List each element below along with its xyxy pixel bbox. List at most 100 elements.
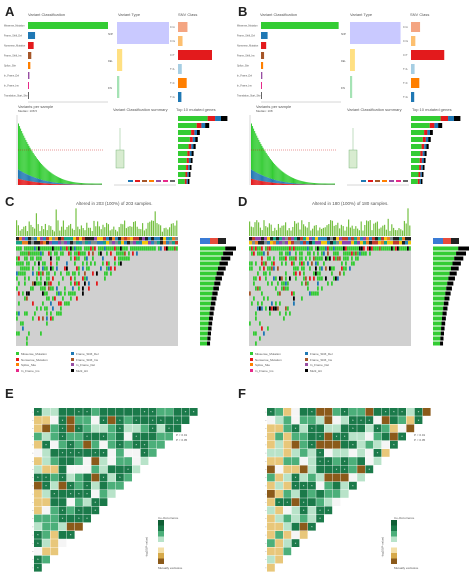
a-vps-bar-del <box>39 179 40 183</box>
a-vps-bar-non <box>19 179 21 185</box>
c-annotation-cell <box>19 241 22 245</box>
c-mutation-cell <box>48 276 50 281</box>
c-mutation-cell <box>166 246 168 251</box>
c-gene-freq-bar-multi <box>211 296 217 301</box>
d-mutation-cell <box>371 246 373 251</box>
b-vps-bar-del <box>290 183 292 185</box>
d-tmb-bar <box>249 221 251 236</box>
c-mutation-cell <box>28 276 30 281</box>
b-vps-bar-missense <box>289 176 291 183</box>
c-annotation-cell <box>31 241 34 245</box>
b-vps-bar-del <box>273 179 275 183</box>
d-gene-freq-bar-missense <box>433 311 443 316</box>
f-corr-cell <box>381 424 390 433</box>
c-mutation-cell <box>26 291 28 296</box>
e-corr-star: * <box>95 508 97 513</box>
b-vps-bar-non <box>258 180 260 185</box>
e-scale-bottom: Mutually exclusive <box>158 566 183 570</box>
c-mutation-cell <box>56 261 58 266</box>
c-mutation-cell <box>76 251 78 256</box>
c-annotation-cell <box>124 237 127 241</box>
e-corr-cell <box>107 490 116 498</box>
d-annotation-cell <box>309 241 312 245</box>
c-gene-freq-bar-missense <box>200 246 226 251</box>
b-top-gene-bar-9-0 <box>411 179 418 184</box>
e-corr-cell <box>157 408 165 416</box>
d-annotation-cell <box>294 237 297 241</box>
d-mutation-cell <box>317 261 319 266</box>
d-mutation-cell <box>301 246 303 251</box>
a-vps-bar-del <box>21 171 23 180</box>
d-mutation-cell <box>321 246 323 251</box>
d-mutation-cell <box>263 266 265 271</box>
a-vps-bar-del <box>60 183 61 185</box>
d-mutation-cell <box>265 261 267 266</box>
d-annotation-cell <box>252 241 255 245</box>
c-mutation-cell <box>18 281 20 286</box>
d-tmb-bar <box>364 224 366 236</box>
d-annotation-cell <box>273 237 276 241</box>
c-annotation-cell <box>112 241 115 245</box>
a-vps-bar-missense <box>91 183 93 185</box>
c-mutation-cell <box>50 311 52 316</box>
c-mutation-cell <box>96 281 98 286</box>
d-mutation-cell <box>321 256 323 261</box>
c-gene-freq-bar-missense <box>200 276 216 281</box>
b-vt-bar-2 <box>350 76 353 98</box>
d-mutation-cell <box>307 286 309 291</box>
a-vps-bar-missense <box>85 183 87 185</box>
c-tmb-bar <box>158 224 160 236</box>
d-mutation-cell <box>271 266 273 271</box>
e-corr-cell <box>91 457 100 465</box>
d-tmb-bar <box>382 225 384 236</box>
c-mutation-cell <box>20 261 22 266</box>
d-mutation-cell <box>309 256 311 261</box>
d-mutation-cell <box>311 246 313 251</box>
f-corr-star: * <box>336 434 338 439</box>
b-vps-bar-missense <box>282 171 284 182</box>
b-top-gene-bar-0-2 <box>448 116 454 121</box>
c-mutation-cell <box>62 296 64 301</box>
d-tmb-bar <box>286 230 288 236</box>
b-top-gene-bar-9-3 <box>420 179 423 184</box>
c-annotation-cell <box>172 241 175 245</box>
c-mutation-cell <box>122 246 124 251</box>
b-vt-label-2: INS <box>341 87 345 90</box>
a-vps-bar-del <box>61 183 63 185</box>
e-corr-cell <box>75 424 83 433</box>
e-corr-cell <box>34 473 42 482</box>
b-vps-bar-non <box>295 184 297 185</box>
f-corr-cell <box>299 449 308 457</box>
d-mutation-cell <box>293 296 295 301</box>
f-corr-cell <box>283 531 292 539</box>
e-corr-cell <box>91 506 100 515</box>
b-vps-bar-non <box>254 179 256 185</box>
f-corr-cell <box>291 531 300 539</box>
d-mutation-cell <box>325 266 327 271</box>
d-mutation-cell <box>345 246 347 251</box>
a-vps-bar-missense <box>42 165 44 181</box>
b-vps-bar-non <box>276 183 278 185</box>
d-mutation-cell <box>259 286 261 291</box>
a-top-gene-bar-4-3 <box>193 144 196 149</box>
a-vps-bar-missense <box>63 179 65 184</box>
a-snv-bar-2 <box>178 50 212 60</box>
a-top-gene-bar-7-1 <box>186 165 189 170</box>
b-vps-bar-missense <box>323 183 325 185</box>
d-mutation-cell <box>381 246 383 251</box>
b-vps-bar-del <box>267 177 269 183</box>
f-corr-cell <box>291 539 300 547</box>
e-corr-cell <box>34 555 42 564</box>
b-top-gene-bar-2-3 <box>430 130 433 135</box>
b-top-gene-bar-0-0 <box>411 116 441 121</box>
d-tmb-bar <box>409 225 411 236</box>
e-corr-cell <box>75 481 83 490</box>
b-vps-bar-del <box>281 181 283 184</box>
e-corr-cell <box>148 424 157 433</box>
e-corr-star: * <box>152 426 154 431</box>
d-mutation-cell <box>253 281 255 286</box>
c-tmb-bar <box>95 226 97 236</box>
d-mutation-cell <box>277 291 279 296</box>
d-annotation-cell <box>300 237 303 241</box>
b-snv-bar-0 <box>411 22 421 32</box>
